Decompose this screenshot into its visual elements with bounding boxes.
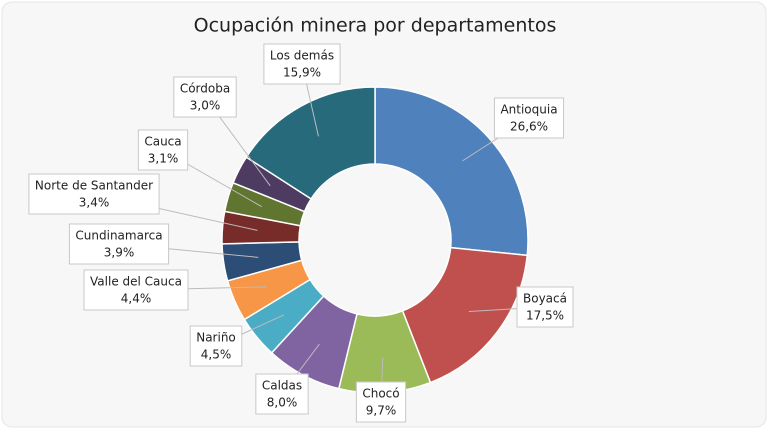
label-value: 4,5%: [201, 348, 232, 362]
data-label: Boyacá 17,5%: [516, 286, 574, 328]
label-box: [189, 325, 243, 367]
label-name: Boyacá: [523, 292, 567, 306]
label-box: [516, 286, 574, 328]
label-name: Valle del Cauca: [90, 275, 182, 289]
slice: [374, 86, 529, 257]
label-box: [28, 173, 160, 215]
label-value: 17,5%: [526, 309, 564, 323]
data-label: Norte de Santander 3,4%: [28, 173, 160, 215]
label-name: Chocó: [362, 387, 399, 401]
data-label: Nariño 4,5%: [189, 325, 243, 367]
label-value: 26,6%: [510, 120, 548, 134]
label-box: [255, 373, 309, 415]
label-value: 3,9%: [104, 246, 135, 260]
data-label: Cauca 3,1%: [137, 129, 189, 171]
data-label: Los demás 15,9%: [263, 43, 341, 85]
label-value: 15,9%: [283, 66, 321, 80]
label-name: Los demás: [270, 49, 334, 63]
data-label: Córdoba 3,0%: [173, 76, 237, 118]
label-name: Norte de Santander: [35, 179, 153, 193]
data-label: Cundinamarca 3,9%: [68, 223, 170, 265]
label-name: Cauca: [144, 135, 181, 149]
slices: [221, 86, 529, 394]
label-name: Nariño: [196, 331, 236, 345]
data-label: Valle del Cauca 4,4%: [83, 269, 189, 311]
chart-title: Ocupación minera por departamentos: [194, 15, 557, 37]
label-value: 9,7%: [366, 404, 397, 418]
slice: [401, 246, 529, 384]
data-label: Antioquia 26,6%: [493, 97, 565, 139]
label-name: Córdoba: [180, 82, 230, 96]
label-value: 3,0%: [190, 99, 221, 113]
label-value: 3,1%: [148, 152, 179, 166]
label-box: [83, 269, 189, 311]
label-box: [137, 129, 189, 171]
labels: Antioquia 26,6% Boyacá 17,5% Chocó 9,7% Caldas…: [28, 43, 574, 423]
label-box: [173, 76, 237, 118]
label-box: [493, 97, 565, 139]
label-name: Caldas: [262, 379, 302, 393]
label-value: 4,4%: [121, 292, 152, 306]
data-label: Caldas 8,0%: [255, 373, 309, 415]
label-value: 3,4%: [79, 196, 110, 210]
label-box: [355, 381, 407, 423]
slice: [245, 86, 376, 200]
label-box: [263, 43, 341, 85]
label-box: [68, 223, 170, 265]
label-value: 8,0%: [267, 396, 298, 410]
label-name: Cundinamarca: [75, 229, 162, 243]
data-label: Chocó 9,7%: [355, 381, 407, 423]
label-name: Antioquia: [500, 103, 557, 117]
